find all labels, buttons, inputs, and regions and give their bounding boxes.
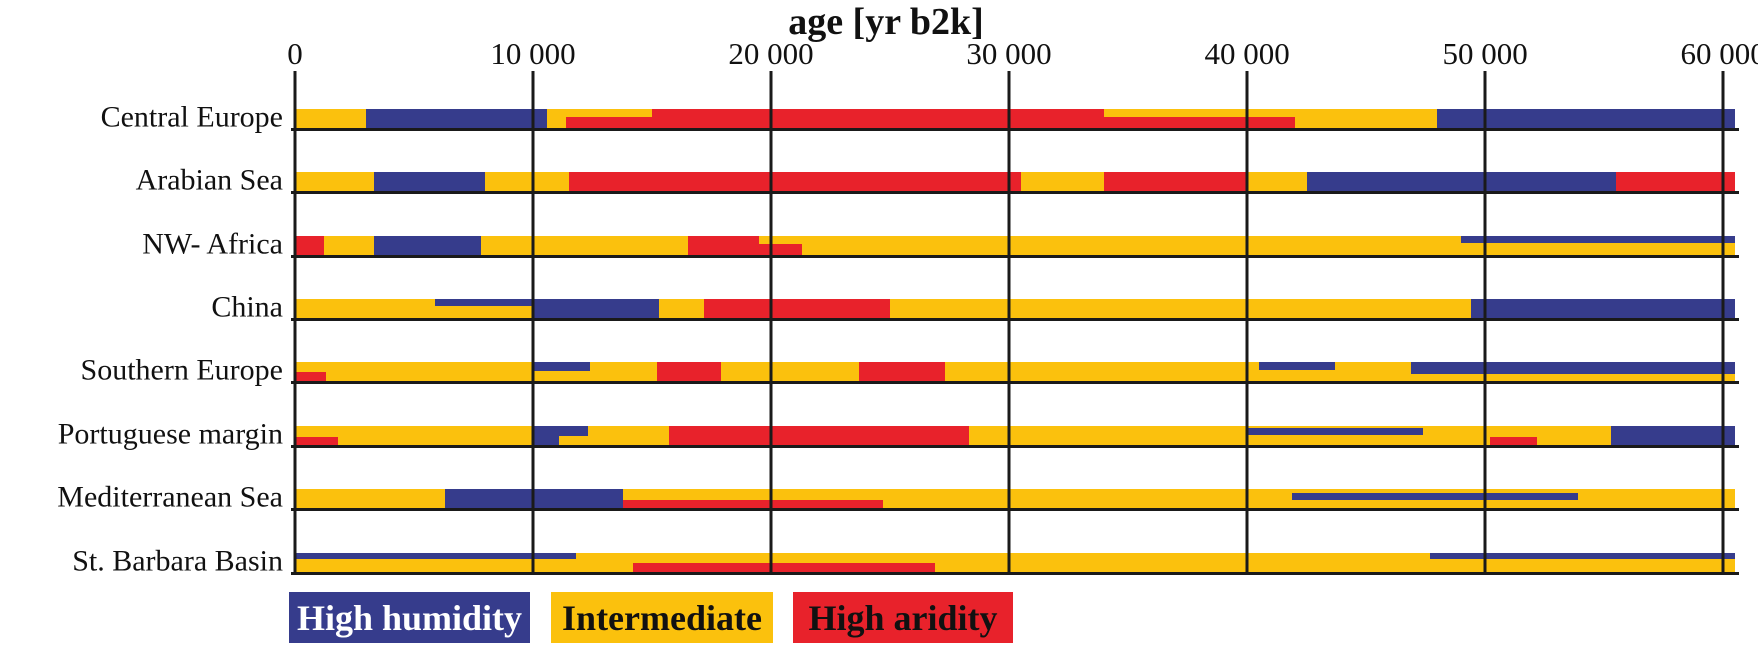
row-baseline [291,381,1739,384]
row-baseline [291,191,1739,194]
bar-segment-high-humidity [533,426,560,445]
row-bar [295,109,1735,128]
x-axis-tick-label: 10 000 [490,36,576,71]
bar-segment-high-aridity [568,172,1021,191]
bar-segment-intermediate [295,362,657,381]
row-label: China [211,290,283,324]
bar-segment-intermediate [485,172,569,191]
bar-segment-high-humidity [1437,109,1735,128]
legend-item-high-aridity: High aridity [793,592,1013,643]
x-axis-gridline [769,71,773,575]
x-axis-tick-label: 50 000 [1442,36,1528,71]
bar-segment-intermediate [968,426,1612,445]
bar-segment-high-aridity [1615,172,1735,191]
row-baseline [291,318,1739,321]
x-axis-gridline [1245,71,1249,575]
bar-segment-high-humidity [1247,427,1424,435]
bar-segment-high-aridity [656,362,722,381]
row-bar [295,426,1735,445]
bar-segment-high-humidity [373,236,481,255]
x-axis-tick-label: 40 000 [1204,36,1290,71]
bar-segment-high-humidity [1430,553,1735,559]
bar-segment-intermediate [890,299,1471,318]
bar-segment-intermediate [295,172,374,191]
row-label: Arabian Sea [135,163,283,197]
bar-segment-intermediate [547,109,567,128]
row-bar [295,553,1735,572]
bar-segment-high-humidity [1258,362,1336,370]
bar-segment-high-aridity [668,426,969,445]
x-axis-gridline [531,71,535,575]
bar-segment-high-aridity [295,236,324,255]
row-label: St. Barbara Basin [72,544,283,578]
bar-segment-high-humidity [533,362,591,371]
bar-segment-high-aridity [295,372,326,381]
row-baseline [291,508,1739,511]
row-baseline [291,572,1739,575]
row-bar [295,489,1735,508]
x-axis-tick-label: 30 000 [966,36,1052,71]
bar-segment-high-aridity [632,563,936,572]
bar-segment-intermediate [480,236,688,255]
bar-segment-high-aridity [1489,437,1538,445]
bar-segment-intermediate [295,109,367,128]
bar-segment-high-humidity [1461,236,1735,244]
legend-item-intermediate: Intermediate [551,592,773,643]
row-bar [295,172,1735,191]
bar-segment-intermediate [1247,172,1307,191]
x-axis-gridline [1483,71,1487,575]
bar-segment-high-humidity [373,172,486,191]
x-axis-tick-label: 20 000 [728,36,814,71]
x-axis-title: age [yr b2k] [788,1,984,43]
bar-segment-high-aridity [1104,172,1248,191]
bar-segment-intermediate [295,489,445,508]
bar-segment-high-humidity [366,109,548,128]
x-axis-tick-label: 0 [287,36,303,71]
x-axis-tick-label: 60 000 [1680,36,1758,71]
bar-segment-intermediate [721,362,860,381]
row-baseline [291,445,1739,448]
row-label: Portuguese margin [57,417,283,451]
bar-segment-intermediate [1104,109,1295,117]
bar-segment-high-humidity [1306,172,1616,191]
bar-segment-intermediate [566,109,652,117]
bar-segment-high-aridity [295,437,338,445]
bar-segment-high-humidity [295,553,576,559]
row-label: Mediterranean Sea [57,480,283,514]
row-label: NW- Africa [142,227,283,261]
bar-segment-high-humidity [435,299,533,307]
bar-segment-intermediate [1294,109,1438,128]
bar-segment-high-humidity [1411,362,1735,374]
bar-segment-high-aridity [859,362,945,381]
bar-segment-high-humidity [533,299,660,318]
bar-segment-high-humidity [559,426,588,437]
bar-segment-high-aridity [623,500,883,508]
row-bar [295,236,1735,255]
row-baseline [291,128,1739,131]
bar-segment-intermediate [659,299,705,318]
x-axis-gridline [1007,71,1011,575]
row-baseline [291,255,1739,258]
bar-segment-high-humidity [1611,426,1735,445]
bar-segment-high-humidity [1292,492,1578,500]
bar-segment-intermediate [759,236,802,244]
row-bar [295,362,1735,381]
legend-item-high-humidity: High humidity [289,592,530,643]
bar-segment-intermediate [295,426,534,445]
x-axis-gridline [1721,71,1725,575]
row-bar [295,299,1735,318]
x-axis-gridline [293,71,297,575]
row-label: Southern Europe [80,353,283,387]
bar-segment-high-aridity [704,299,891,318]
bar-segment-intermediate [323,236,374,255]
bar-segment-high-humidity [1470,299,1735,318]
bar-segment-intermediate [1020,172,1105,191]
row-label: Central Europe [100,100,283,134]
